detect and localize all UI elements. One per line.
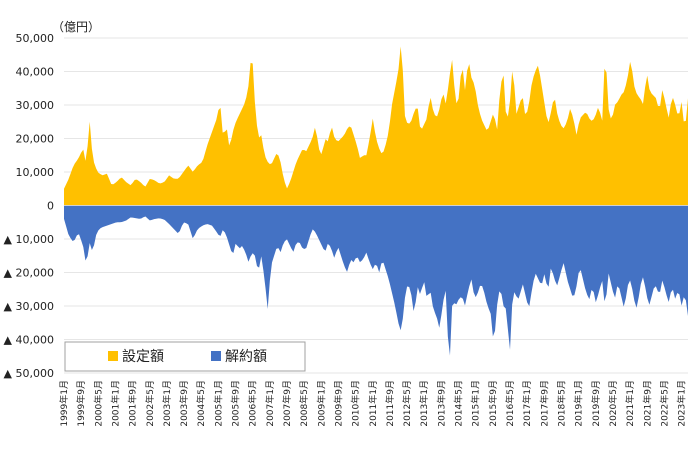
x-tick-label-32: 2020年5月 (607, 380, 619, 427)
y-tick-label-3: 20,000 (16, 133, 55, 146)
y-tick-label-6: ▲ 10,000 (4, 233, 54, 246)
y-tick-label-7: ▲ 20,000 (4, 267, 54, 280)
x-tick-label-12: 2007年1月 (264, 380, 276, 427)
x-tick-label-29: 2018年5月 (555, 380, 567, 427)
x-tick-label-7: 2003年9月 (178, 380, 190, 427)
x-tick-label-16: 2009年9月 (332, 380, 344, 427)
x-tick-label-14: 2008年5月 (298, 380, 310, 427)
x-tick-label-4: 2001年9月 (127, 380, 139, 427)
x-tick-label-34: 2021年9月 (641, 380, 653, 427)
x-tick-label-28: 2017年9月 (538, 380, 550, 427)
area-series-kaiyakugaku (64, 205, 688, 356)
x-tick-label-8: 2004年5月 (195, 380, 207, 427)
legend-label-kaiyakugaku: 解約額 (225, 349, 267, 365)
y-tick-label-2: 30,000 (16, 99, 55, 112)
x-tick-label-9: 2005年1月 (212, 380, 224, 427)
x-tick-label-10: 2005年9月 (230, 380, 242, 427)
x-tick-label-3: 2001年1月 (109, 380, 121, 427)
area-series-setteigaku (64, 46, 688, 206)
x-tick-label-36: 2023年1月 (676, 380, 688, 427)
x-tick-label-1: 1999年9月 (75, 380, 87, 427)
x-tick-label-22: 2013年9月 (435, 380, 447, 427)
y-tick-label-0: 50,000 (16, 32, 55, 45)
legend-label-setteigaku: 設定額 (122, 349, 164, 365)
series-areas (64, 46, 688, 356)
x-axis-ticks: 1999年1月 1999年9月 2000年5月 2001年1月 2001年9月 2002年… (58, 380, 688, 427)
x-tick-label-35: 2022年5月 (658, 380, 670, 427)
legend: 設定額 解約額 (64, 341, 306, 372)
y-tick-label-4: 10,000 (16, 166, 55, 179)
x-tick-label-24: 2015年1月 (470, 380, 482, 427)
x-tick-label-5: 2002年5月 (144, 380, 156, 427)
legend-box (64, 341, 306, 372)
x-tick-label-13: 2007年9月 (281, 380, 293, 427)
x-tick-label-15: 2009年1月 (315, 380, 327, 427)
y-tick-label-1: 40,000 (16, 66, 55, 79)
y-tick-label-10: ▲ 50,000 (4, 367, 54, 380)
x-tick-label-21: 2013年1月 (418, 380, 430, 427)
x-tick-label-6: 2003年1月 (161, 380, 173, 427)
legend-swatch-kaiyakugaku (211, 351, 221, 361)
x-tick-label-31: 2019年9月 (590, 380, 602, 427)
y-tick-label-8: ▲ 30,000 (4, 300, 54, 313)
x-tick-label-2: 2000年5月 (92, 380, 104, 427)
y-axis-ticks: 50,000 40,000 30,000 20,000 10,000 0 ▲ 10,000 ▲… (4, 32, 54, 380)
x-tick-label-25: 2015年9月 (487, 380, 499, 427)
y-unit-label: （億円） (52, 20, 100, 34)
x-tick-label-23: 2014年5月 (453, 380, 465, 427)
x-tick-label-19: 2011年9月 (384, 380, 396, 427)
x-tick-label-33: 2021年1月 (624, 380, 636, 427)
x-tick-label-27: 2017年1月 (521, 380, 533, 427)
x-tick-label-18: 2011年1月 (367, 380, 379, 427)
x-tick-label-17: 2010年5月 (350, 380, 362, 427)
x-tick-label-30: 2019年1月 (573, 380, 585, 427)
x-tick-label-20: 2012年5月 (401, 380, 413, 427)
y-tick-label-9: ▲ 40,000 (4, 334, 54, 347)
x-tick-label-11: 2006年5月 (247, 380, 259, 427)
y-tick-label-5: 0 (47, 200, 54, 213)
x-tick-label-0: 1999年1月 (58, 380, 70, 427)
legend-swatch-setteigaku (108, 351, 118, 361)
x-tick-label-26: 2016年5月 (504, 380, 516, 427)
